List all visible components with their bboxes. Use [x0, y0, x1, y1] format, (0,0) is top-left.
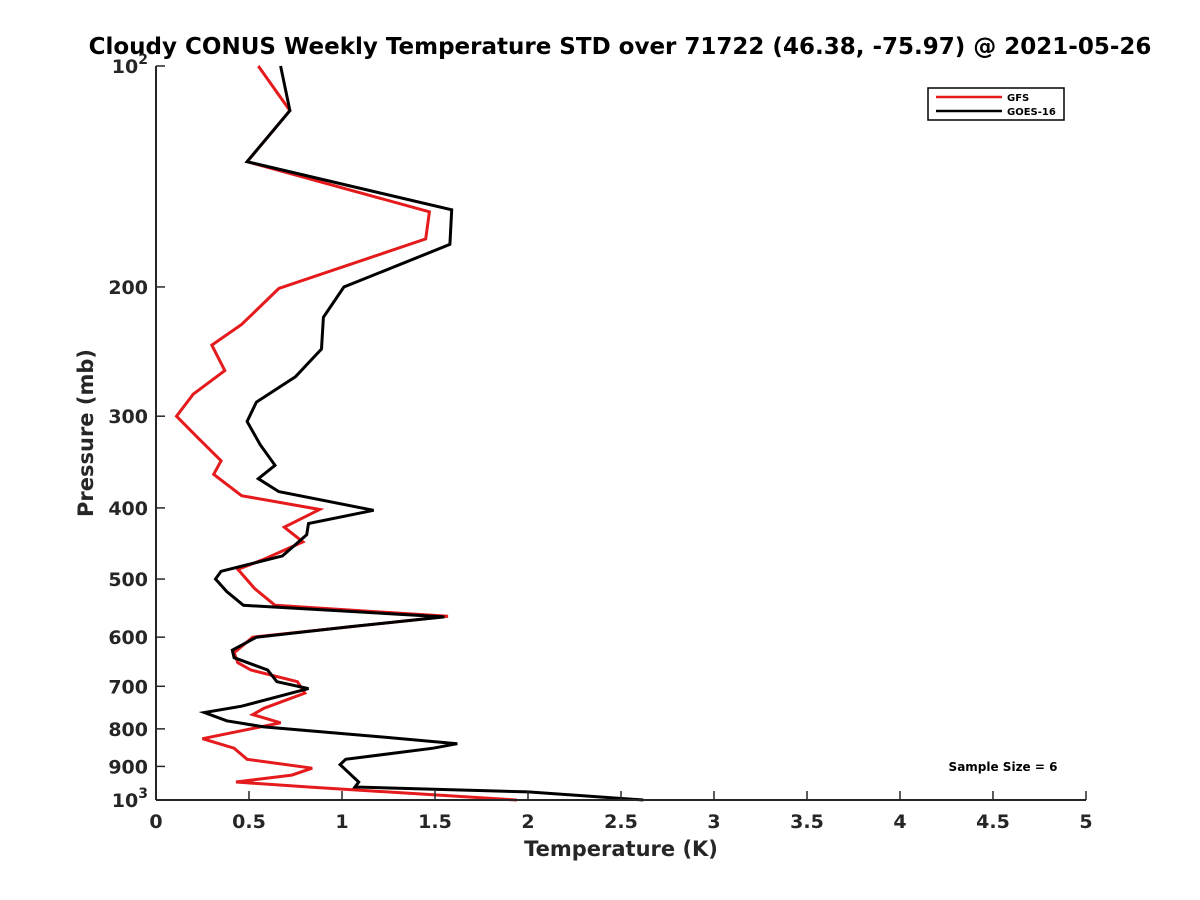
y-tick-label-4: 500 [108, 569, 148, 591]
y-ticks: 102 200 300 400 500 600 700 800 900 103 [108, 52, 165, 812]
series-layer [174, 65, 644, 802]
x-tick-label-8: 4 [893, 811, 906, 833]
x-tick-label-6: 3 [707, 811, 720, 833]
y-tick-label-9: 103 [112, 786, 148, 812]
x-tick-label-7: 3.5 [790, 811, 824, 833]
legend: GFS GOES-16 [927, 87, 1065, 121]
x-tick-label-1: 0.5 [232, 811, 266, 833]
x-tick-label-0: 0 [149, 811, 162, 833]
x-tick-label-3: 1.5 [418, 811, 452, 833]
legend-label-goes-16: GOES-16 [1007, 107, 1056, 118]
x-tick-label-10: 5 [1079, 811, 1092, 833]
y-tick-label-8: 900 [108, 756, 148, 778]
x-axis-title: Temperature (K) [524, 837, 718, 861]
series-line-gfs [174, 65, 517, 802]
x-tick-label-9: 4.5 [976, 811, 1010, 833]
y-tick-label-0: 102 [112, 52, 148, 78]
x-tick-label-5: 2.5 [604, 811, 638, 833]
legend-label-gfs: GFS [1007, 93, 1029, 104]
y-tick-label-6: 700 [108, 676, 148, 698]
chart-title: Cloudy CONUS Weekly Temperature STD over… [89, 34, 1152, 60]
legend-box [927, 87, 1065, 121]
y-tick-label-2: 300 [108, 406, 148, 428]
y-tick-label-7: 800 [108, 719, 148, 741]
y-tick-label-5: 600 [108, 627, 148, 649]
y-axis-title: Pressure (mb) [74, 349, 98, 517]
x-tick-label-2: 1 [335, 811, 348, 833]
y-tick-label-1: 200 [108, 277, 148, 299]
sample-size-annotation: Sample Size = 6 [949, 760, 1058, 774]
y-tick-label-3: 400 [108, 498, 148, 520]
series-line-goes-16 [198, 65, 644, 802]
x-tick-label-4: 2 [521, 811, 534, 833]
x-ticks: 0 0.5 1 1.5 2 2.5 3 3.5 4 4.5 5 [149, 791, 1093, 833]
